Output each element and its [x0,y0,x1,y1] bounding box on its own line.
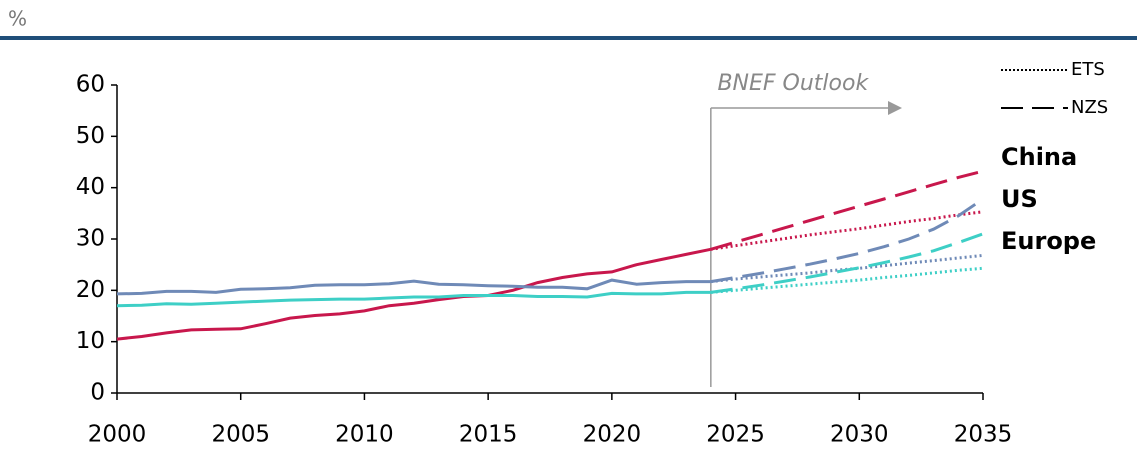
x-tick-label: 2010 [335,422,394,448]
x-tick-label: 2015 [459,422,518,448]
series-label: US [1001,185,1038,213]
line [116,247,712,341]
x-tick-label: 2005 [211,422,270,448]
y-tick-label: 20 [76,277,105,303]
legend-label: ETS [1071,59,1105,80]
projection-line [710,232,984,294]
y-tick-label: 30 [76,226,105,252]
y-tick-label: 10 [76,328,105,354]
projection-line [710,253,984,284]
legend-label: NZS [1071,97,1108,118]
y-tick-label: 40 [76,174,105,200]
projection-line [710,266,984,294]
arrow-head [888,101,902,115]
header-rule [0,36,1137,40]
series-label: China [1001,143,1077,171]
x-tick-label: 2030 [830,422,889,448]
unit-label: % [8,7,27,31]
projection-line [710,197,984,284]
line [116,290,711,308]
series-label: Europe [1001,227,1096,255]
y-tick-label: 60 [76,72,105,98]
x-tick-label: 2025 [706,422,765,448]
y-tick-label: 0 [90,380,105,406]
x-tick-label: 2020 [583,422,642,448]
projection-line [710,169,984,251]
x-tick-label: 2035 [954,422,1013,448]
x-tick-label: 2000 [88,422,147,448]
y-tick-label: 50 [76,123,105,149]
projection-line [710,210,984,251]
line [116,278,711,296]
annotation: BNEF Outlook [717,71,869,96]
